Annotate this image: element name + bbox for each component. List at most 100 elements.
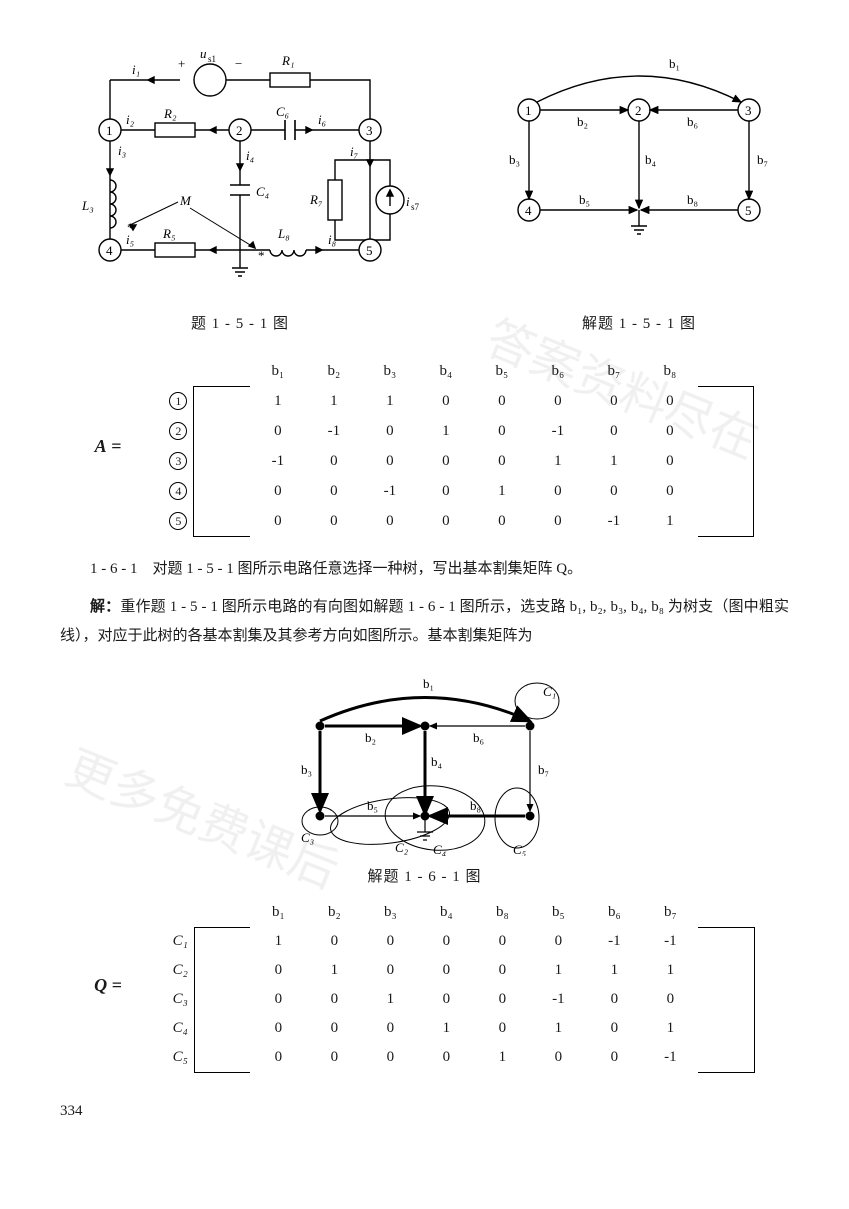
matrix-row-header: 3 [138, 446, 194, 476]
matrix-cell: 1 [362, 386, 418, 416]
svg-text:i₁: i₁ [132, 62, 140, 77]
matrix-col-header: b₁ [250, 357, 306, 386]
svg-text:3: 3 [745, 103, 752, 118]
svg-text:1: 1 [525, 103, 532, 118]
matrix-cell: 1 [250, 386, 306, 416]
solution-lead: 解： [90, 599, 120, 615]
matrix-cell: 0 [250, 1043, 306, 1072]
matrix-col-header: b₆ [530, 357, 586, 386]
svg-text:b₇: b₇ [757, 152, 768, 167]
svg-text:C₆: C₆ [276, 104, 289, 119]
svg-text:b₆: b₆ [473, 730, 484, 745]
svg-text:b₅: b₅ [367, 798, 378, 813]
matrix-cell: 0 [586, 386, 642, 416]
svg-text:s1: s1 [208, 54, 216, 64]
svg-text:u: u [200, 46, 207, 61]
matrix-col-header: b₂ [306, 357, 362, 386]
matrix-col-header: b₅ [530, 898, 586, 927]
matrix-cell: 1 [642, 506, 698, 536]
matrix-row-header: C₂ [138, 956, 194, 985]
matrix-row-header: C₅ [138, 1043, 194, 1072]
matrix-cell: 0 [418, 956, 474, 985]
matrix-cell: 0 [250, 476, 306, 506]
matrix-cell: 0 [530, 476, 586, 506]
matrix-cell: 0 [586, 416, 642, 446]
matrix-cell: -1 [530, 985, 586, 1014]
matrix-cell: 1 [474, 1043, 530, 1072]
matrix-cell: 0 [642, 416, 698, 446]
matrix-cell: 0 [306, 1014, 362, 1043]
matrix-cell: 1 [642, 1014, 698, 1043]
svg-text:L₈: L₈ [277, 226, 290, 241]
matrix-row-header: C₄ [138, 1014, 194, 1043]
matrix-cell: 1 [306, 386, 362, 416]
matrix-cell: 0 [474, 386, 530, 416]
matrix-cell: -1 [362, 476, 418, 506]
matrix-cell: 0 [642, 985, 698, 1014]
svg-text:i₄: i₄ [246, 148, 255, 163]
matrix-row-header: C₁ [138, 927, 194, 956]
matrix-cell: -1 [250, 446, 306, 476]
svg-text:i₈: i₈ [328, 232, 337, 247]
svg-text:−: − [235, 56, 242, 71]
matrix-col-header: b₃ [362, 357, 418, 386]
matrix-cell: -1 [586, 927, 642, 956]
svg-text:i₂: i₂ [126, 112, 135, 127]
matrix-col-header: b₈ [474, 898, 530, 927]
circuit-caption: 题 1 - 5 - 1 图 [60, 312, 420, 333]
matrix-cell: 0 [418, 1043, 474, 1072]
svg-text:b₆: b₆ [687, 114, 698, 129]
digraph-caption: 解题 1 - 5 - 1 图 [489, 312, 789, 333]
matrix-cell: 0 [530, 506, 586, 536]
matrix-cell: 0 [530, 1043, 586, 1072]
matrix-cell: 0 [586, 1014, 642, 1043]
matrix-cell: 0 [474, 506, 530, 536]
matrix-cell: 1 [530, 446, 586, 476]
matrix-cell: 0 [250, 416, 306, 446]
matrix-cell: 0 [586, 1043, 642, 1072]
cutset-figure: b₁ b₂ b₃ b₄ b₈ b₆ b₇ b₅ [60, 666, 789, 861]
matrix-col-header: b₄ [418, 357, 474, 386]
matrix-col-header: b₃ [362, 898, 418, 927]
svg-text:R₁: R₁ [281, 53, 294, 68]
svg-text:4: 4 [106, 243, 113, 258]
matrix-cell: -1 [642, 1043, 698, 1072]
matrix-cell: 1 [418, 1014, 474, 1043]
svg-text:C₃: C₃ [301, 830, 314, 845]
top-caption-row: 题 1 - 5 - 1 图 解题 1 - 5 - 1 图 [60, 308, 789, 345]
matrix-row-header: 2 [138, 416, 194, 446]
directed-graph: 1 2 3 4 5 b₁ b₂ b₆ b₃ b₄ [489, 40, 789, 250]
matrix-A-label: A = [95, 436, 126, 457]
svg-text:R₂: R₂ [163, 106, 177, 121]
matrix-A: A = b₁b₂b₃b₄b₅b₆b₇b₈11110000020-1010-100… [60, 357, 789, 537]
matrix-cell: 0 [306, 476, 362, 506]
matrix-cell: -1 [642, 927, 698, 956]
matrix-cell: 0 [642, 386, 698, 416]
matrix-cell: 0 [362, 416, 418, 446]
matrix-row-header: 4 [138, 476, 194, 506]
svg-text:3: 3 [366, 123, 373, 138]
matrix-cell: 0 [306, 446, 362, 476]
matrix-Q: Q = b₁b₂b₃b₄b₈b₅b₆b₇C₁100000-1-1C₂010001… [60, 898, 789, 1073]
matrix-col-header: b₅ [474, 357, 530, 386]
svg-text:b₈: b₈ [687, 192, 698, 207]
svg-text:b₁: b₁ [423, 676, 434, 691]
svg-text:C₄: C₄ [256, 184, 270, 199]
matrix-cell: 0 [418, 985, 474, 1014]
matrix-cell: 1 [586, 446, 642, 476]
matrix-cell: 0 [474, 956, 530, 985]
circuit-diagram: + − u s1 R₁ i₁ 1 2 [60, 40, 420, 300]
svg-text:i₇: i₇ [350, 144, 359, 159]
svg-text:L₃: L₃ [81, 198, 94, 213]
svg-text:b₃: b₃ [509, 152, 520, 167]
svg-text:+: + [178, 56, 185, 71]
matrix-A-table: b₁b₂b₃b₄b₅b₆b₇b₈11110000020-1010-1003-10… [138, 357, 755, 537]
svg-text:5: 5 [366, 243, 373, 258]
svg-text:b₂: b₂ [577, 114, 588, 129]
matrix-cell: 0 [418, 506, 474, 536]
matrix-row-header: 1 [138, 386, 194, 416]
svg-text:i: i [406, 194, 410, 209]
matrix-Q-table: b₁b₂b₃b₄b₈b₅b₆b₇C₁100000-1-1C₂01000111C₃… [138, 898, 755, 1073]
matrix-cell: 1 [530, 956, 586, 985]
matrix-cell: -1 [306, 416, 362, 446]
